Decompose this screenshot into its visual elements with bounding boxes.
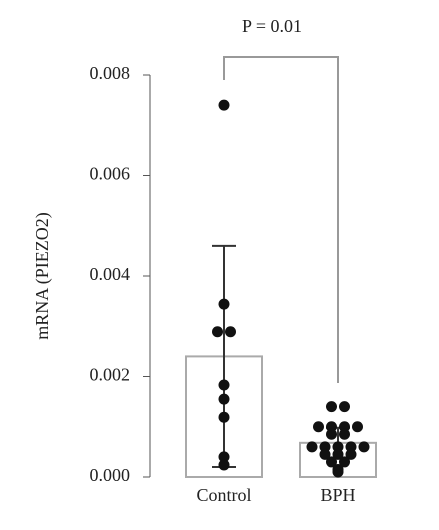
data-point <box>225 326 236 338</box>
data-point <box>358 441 370 453</box>
y-tick-label: 0.002 <box>90 365 131 385</box>
data-point <box>218 393 230 405</box>
y-tick-label: 0.004 <box>90 264 131 284</box>
data-point <box>218 459 230 471</box>
data-point <box>339 456 350 468</box>
significance-bracket <box>223 56 339 383</box>
x-tick-label: Control <box>196 485 251 505</box>
data-point <box>319 441 331 453</box>
data-point <box>218 451 230 463</box>
data-point <box>326 428 337 440</box>
data-point <box>332 448 344 460</box>
data-point <box>339 428 350 440</box>
data-point <box>326 456 337 468</box>
y-axis-label: mRNA (PIEZO2) <box>32 212 53 340</box>
data-point <box>339 421 350 433</box>
data-point <box>352 421 363 433</box>
data-point <box>326 421 337 433</box>
data-point <box>218 411 230 423</box>
data-point <box>306 441 318 453</box>
data-point <box>345 441 357 453</box>
data-point <box>332 441 344 453</box>
y-tick-label: 0.000 <box>90 465 131 485</box>
data-point <box>339 401 350 413</box>
data-point <box>218 99 230 111</box>
y-tick-label: 0.006 <box>90 164 131 184</box>
data-point <box>326 401 337 413</box>
data-point <box>218 298 230 310</box>
data-point <box>319 448 331 460</box>
x-tick-label: BPH <box>320 485 355 505</box>
data-point <box>345 448 357 460</box>
annotation: P = 0.01 <box>242 16 302 36</box>
data-point <box>212 326 223 338</box>
y-tick-label: 0.008 <box>90 63 131 83</box>
data-point <box>218 379 230 391</box>
data-point <box>332 466 344 478</box>
data-point <box>313 421 324 433</box>
